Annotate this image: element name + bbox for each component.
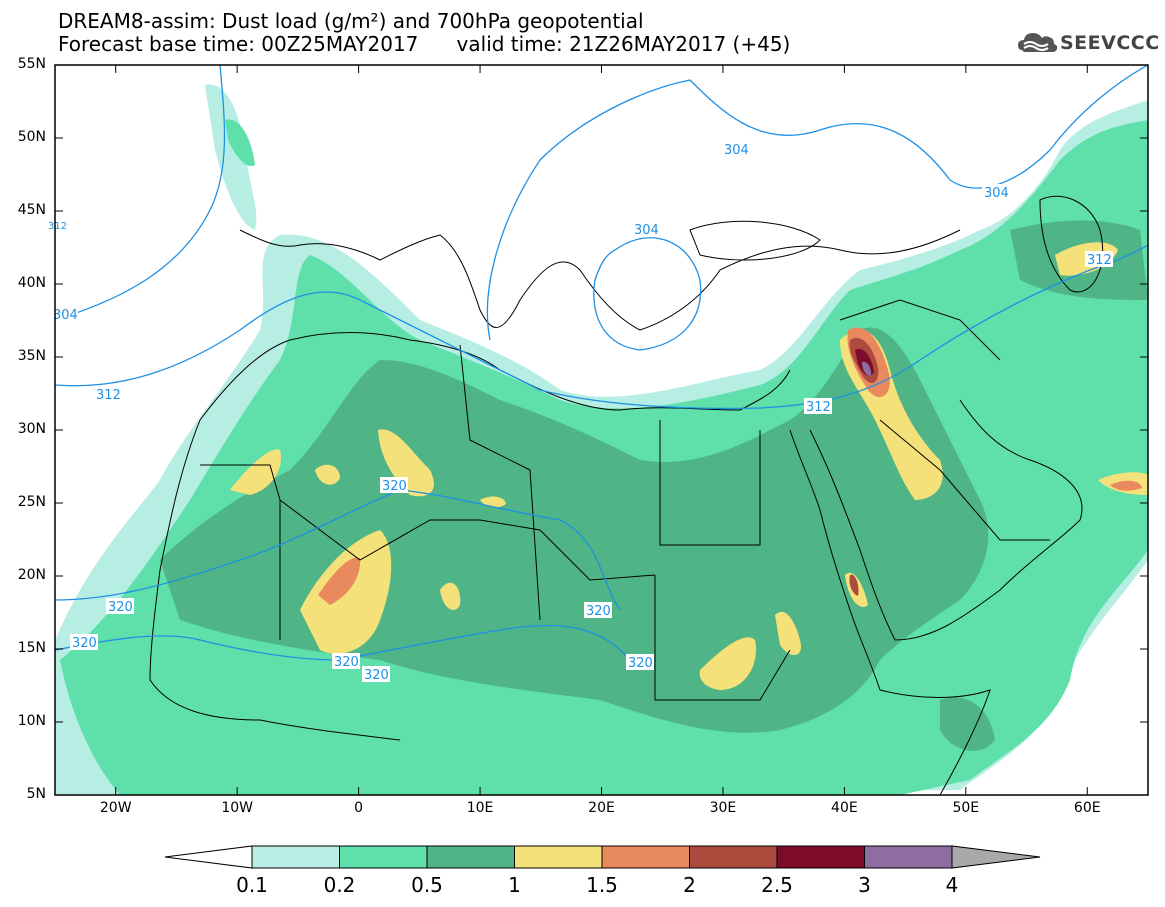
dust-area-brown	[849, 574, 859, 596]
longitude-label: 30E	[709, 800, 737, 816]
contour-label: 312	[48, 221, 67, 232]
colorbar-box	[251, 845, 340, 869]
colorbar-high-arrow	[951, 845, 1041, 869]
contour-304-east	[486, 65, 1148, 341]
colorbar-box	[426, 845, 515, 869]
latitude-label: 15N	[17, 640, 46, 656]
latitude-label: 25N	[17, 494, 46, 510]
latitude-label: 45N	[17, 202, 46, 218]
border	[654, 575, 791, 701]
colorbar-level-label: 0.5	[411, 873, 443, 897]
red-sea-coast	[789, 429, 881, 691]
dust-area-medium	[225, 119, 255, 166]
red-sea-east-coast	[809, 429, 896, 641]
dust-fields	[55, 84, 1148, 795]
latitude-label: 50N	[17, 129, 46, 145]
dust-area-yellow	[440, 582, 461, 610]
dust-area-yellow	[230, 449, 281, 495]
contour-label: 304	[634, 223, 659, 238]
border	[659, 420, 761, 546]
coastlines	[149, 195, 1104, 795]
contour-label: 320	[72, 636, 97, 651]
contour-label: 312	[1087, 253, 1112, 268]
colorbar-box	[864, 845, 953, 869]
contour-320-north	[55, 489, 621, 611]
colorbar-level-label: 2.5	[761, 873, 793, 897]
longitude-label: 40E	[831, 800, 858, 816]
colorbar-level-label: 1	[508, 873, 521, 897]
colorbar-box	[339, 845, 428, 869]
contour-312	[55, 244, 1148, 410]
colorbar-level-label: 0.2	[323, 873, 356, 897]
contour-label: 320	[586, 604, 611, 619]
contour-label: 304	[53, 308, 78, 323]
longitude-label: 20E	[588, 800, 615, 816]
dust-area-light	[205, 84, 257, 231]
border	[279, 499, 656, 581]
axis-ticks	[55, 64, 1148, 796]
latitude-label: 5N	[26, 786, 46, 802]
logo-text: SEEVCCC	[1060, 32, 1160, 54]
dust-area-yellow	[699, 637, 756, 690]
latitude-label: 30N	[17, 421, 46, 437]
contour-labels: 304 304 304 304 312 312 312 312 320 320 …	[48, 141, 1113, 683]
colorbar-level-label: 0.1	[236, 873, 268, 897]
border	[879, 419, 1050, 541]
seevccc-logo: SEEVCCC	[1016, 26, 1159, 58]
horn-africa-coast	[879, 689, 991, 795]
contour-label: 320	[628, 656, 653, 671]
longitude-label: 10E	[466, 800, 494, 816]
caspian-sea	[1039, 195, 1104, 293]
colorbar-level-label: 1.5	[586, 873, 618, 897]
latitude-label: 20N	[17, 567, 46, 583]
latitude-label: 35N	[17, 348, 46, 364]
dust-area-yellow	[378, 429, 434, 497]
contour-label: 320	[382, 479, 407, 494]
contour-label: 320	[108, 600, 133, 615]
colorbar-level-label: 4	[945, 873, 959, 897]
contour-label: 320	[364, 668, 389, 683]
dust-area-yellow	[315, 464, 340, 485]
west-africa-coast	[149, 419, 401, 741]
colorbar-box	[776, 845, 865, 869]
contour-label: 304	[984, 186, 1009, 201]
cloud-icon	[1018, 33, 1058, 52]
border	[459, 344, 541, 621]
dust-area-dark	[940, 697, 995, 751]
contour-304-west	[55, 65, 226, 321]
colorbar-level-label: 2	[683, 873, 696, 897]
colorbar-box	[689, 845, 778, 869]
latitude-label: 10N	[17, 713, 46, 729]
longitude-label: 20W	[99, 800, 132, 816]
dust-area-yellow	[775, 611, 801, 656]
longitude-label: 10W	[221, 800, 253, 816]
forecast-time-subtitle: Forecast base time: 00Z25MAY2017 valid t…	[58, 32, 791, 56]
black-sea	[689, 220, 821, 261]
latitude-label: 40N	[17, 275, 46, 291]
colorbar-box	[601, 845, 690, 869]
map-title: DREAM8-assim: Dust load (g/m²) and 700hP…	[58, 9, 644, 33]
longitude-label: 50E	[952, 800, 980, 816]
contour-label: 304	[724, 143, 749, 158]
arabian-coast	[894, 399, 1083, 641]
contour-label: 312	[96, 388, 121, 403]
longitude-label: 0	[354, 800, 364, 816]
colorbar-boxes	[164, 845, 1041, 869]
latitude-label: 55N	[17, 56, 46, 72]
border	[839, 299, 1001, 361]
border	[200, 464, 281, 640]
longitude-label: 60E	[1073, 800, 1101, 816]
colorbar-box	[514, 845, 603, 869]
europe-coastline	[239, 229, 961, 331]
dust-area-orange	[318, 557, 361, 605]
dust-area-orange	[1110, 480, 1142, 491]
colorbar-low-arrow	[164, 845, 253, 869]
dust-area-purple	[862, 361, 872, 376]
contour-label: 320	[334, 655, 359, 670]
contour-label: 312	[806, 400, 831, 415]
colorbar-level-label: 3	[858, 873, 871, 897]
contour-304-greece	[593, 237, 702, 351]
